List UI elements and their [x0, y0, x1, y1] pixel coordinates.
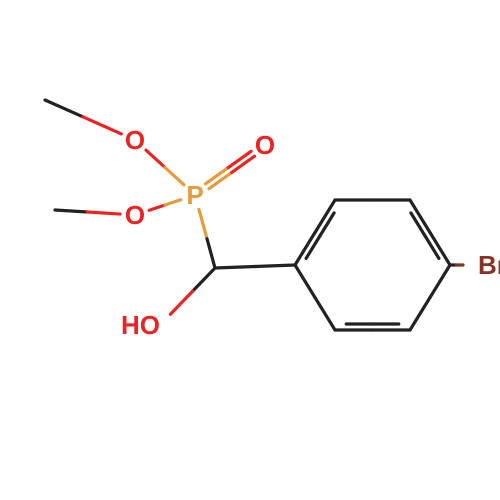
molecule-diagram: O O P O HO Br — [0, 0, 500, 500]
atom-label-O_dbl: O — [255, 130, 275, 160]
atom-label-O2: O — [125, 200, 145, 230]
atom-label-Br: Br — [478, 250, 500, 280]
atom-label-P: P — [186, 180, 203, 210]
atom-label-O1: O — [125, 125, 145, 155]
atom-label-O_oh: HO — [121, 310, 160, 340]
